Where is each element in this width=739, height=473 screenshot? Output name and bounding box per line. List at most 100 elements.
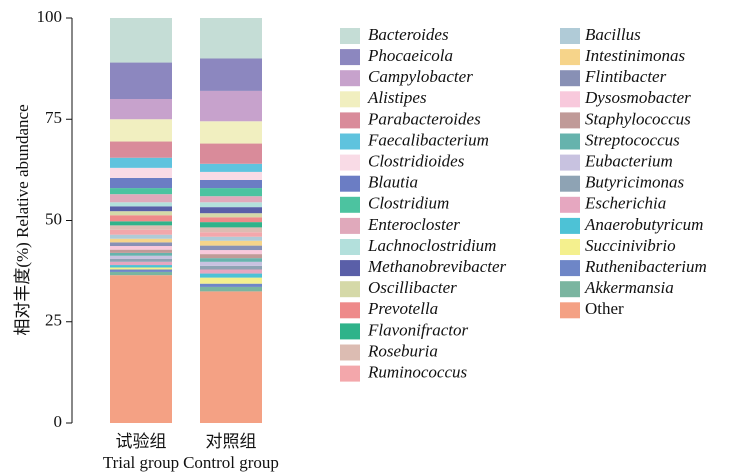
legend-label: Roseburia	[367, 341, 438, 360]
legend-swatch	[560, 281, 580, 298]
bar-segment	[110, 167, 172, 178]
legend-label: Ruminococcus	[367, 363, 468, 382]
legend-label: Other	[585, 299, 624, 318]
legend-label: Butyricimonas	[585, 173, 685, 192]
bar-segment	[200, 245, 262, 251]
legend-swatch	[560, 133, 580, 150]
legend-swatch	[340, 281, 360, 298]
bar-segment	[200, 286, 262, 292]
legend-swatch	[340, 344, 360, 361]
bar-segment	[110, 258, 172, 262]
legend-swatch	[560, 154, 580, 171]
bar-segment	[200, 18, 262, 59]
legend-label: Anaerobutyricum	[584, 215, 703, 234]
legend-swatch	[340, 154, 360, 171]
legend-label: Blautia	[368, 173, 418, 192]
bar-segment	[110, 249, 172, 253]
y-tick-label: 75	[45, 108, 62, 127]
y-tick-label: 50	[45, 209, 62, 228]
legend-swatch	[340, 28, 360, 44]
bar-segment	[200, 254, 262, 259]
legend-swatch	[340, 175, 360, 192]
legend-label: Intestinimonas	[584, 46, 685, 65]
legend-label: Flavonifractor	[367, 320, 468, 339]
bar-segment	[200, 90, 262, 122]
bar-segment	[110, 246, 172, 250]
legend-label: Methanobrevibacter	[367, 257, 507, 276]
legend-label: Succinivibrio	[585, 236, 676, 255]
bar-segment	[200, 240, 262, 246]
bar-segment	[200, 236, 262, 241]
bar-segment	[110, 234, 172, 239]
bar-segment	[200, 213, 262, 218]
bar-segment	[200, 58, 262, 91]
legend-swatch	[340, 196, 360, 213]
x-tick-label: 试验组	[116, 432, 167, 451]
legend-label: Oscillibacter	[368, 278, 457, 297]
bar-segment	[200, 277, 262, 284]
legend-label: Campylobacter	[368, 67, 473, 86]
bar-segment	[110, 221, 172, 226]
bar-segment	[110, 265, 172, 268]
bar-segment	[200, 217, 262, 223]
y-tick-label: 25	[45, 311, 62, 330]
bar-segment	[110, 119, 172, 142]
legend-swatch	[560, 49, 580, 66]
legend-label: Eubacterium	[584, 152, 673, 171]
legend-label: Faecalibacterium	[367, 130, 489, 149]
legend-swatch	[340, 91, 360, 108]
bar-segment	[200, 261, 262, 266]
bar-segment	[110, 177, 172, 189]
bar-segment	[110, 62, 172, 99]
legend-swatch	[560, 70, 580, 87]
bar-segment	[200, 180, 262, 189]
bar-segment	[200, 163, 262, 172]
bar-segment	[200, 207, 262, 214]
legend-swatch	[340, 112, 360, 129]
bar-segment	[110, 206, 172, 212]
bar-segment	[200, 143, 262, 164]
x-tick-label: 对照组	[206, 432, 257, 451]
bar-segment	[110, 194, 172, 203]
legend-label: Clostridioides	[368, 152, 465, 171]
legend-label: Bacteroides	[368, 25, 449, 44]
bar-segment	[200, 171, 262, 180]
bar-segment	[200, 291, 262, 423]
legend-swatch	[560, 217, 580, 234]
legend-label: Clostridium	[368, 194, 449, 213]
legend-swatch	[340, 365, 360, 382]
bar-segment	[110, 255, 172, 259]
y-axis-label: 相对丰度(%) Relative abundance	[13, 104, 32, 335]
y-tick-label: 100	[37, 7, 63, 26]
legend-label: Prevotella	[367, 299, 438, 318]
bar-segment	[200, 265, 262, 270]
bar-segment	[200, 222, 262, 228]
legend-label: Enterocloster	[367, 215, 460, 234]
bar-segment	[110, 269, 172, 272]
legend-swatch	[340, 49, 360, 66]
y-tick-label: 0	[54, 412, 63, 431]
bar-segment	[110, 202, 172, 207]
bar-segment	[200, 283, 262, 287]
legend-label: Ruthenibacterium	[584, 257, 707, 276]
bar-segment	[200, 121, 262, 144]
legend-label: Flintibacter	[584, 67, 667, 86]
bar-segment	[110, 157, 172, 168]
legend-swatch	[560, 28, 580, 44]
bar-segment	[200, 202, 262, 208]
bar-segment	[200, 258, 262, 262]
bar-segment	[110, 211, 172, 216]
legend-swatch	[560, 91, 580, 108]
bar-segment	[200, 227, 262, 233]
legend-label: Escherichia	[584, 194, 666, 213]
legend-swatch	[560, 175, 580, 192]
legend-label: Dysosmobacter	[584, 88, 691, 107]
legend-swatch	[560, 196, 580, 213]
bar-segment	[110, 271, 172, 276]
legend-label: Alistipes	[367, 88, 427, 107]
legend-swatch	[340, 260, 360, 277]
legend-swatch	[560, 302, 580, 319]
bar-segment	[110, 261, 172, 266]
bar-segment	[200, 269, 262, 274]
